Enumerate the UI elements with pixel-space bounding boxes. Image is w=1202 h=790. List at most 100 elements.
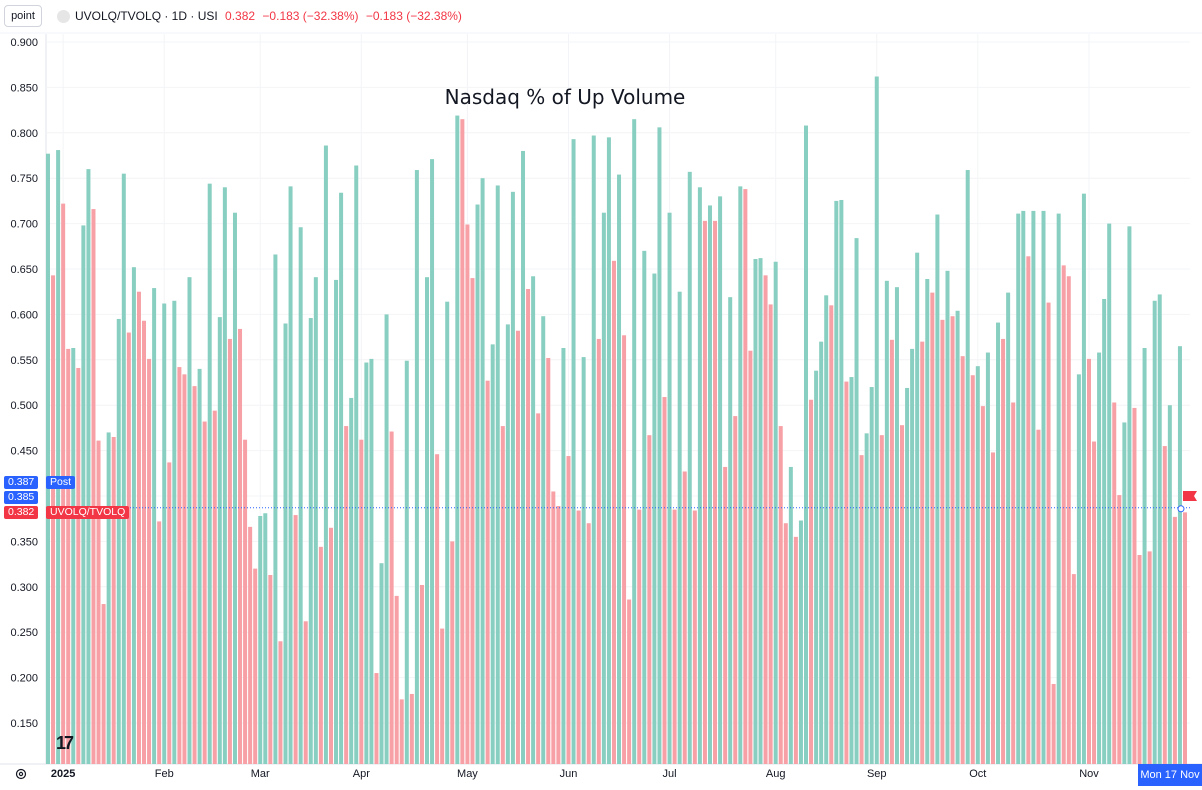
data-bar [859, 455, 864, 764]
data-bar [425, 277, 429, 764]
last-value-tag: 0.382 [4, 506, 39, 519]
settings-gear-icon[interactable] [14, 767, 28, 781]
point-button[interactable]: point [4, 5, 42, 27]
data-bar [814, 370, 819, 764]
data-bar [212, 410, 217, 764]
data-bar [293, 515, 298, 764]
x-tick-label: Jul [663, 768, 677, 780]
x-tick-label: Sep [867, 768, 887, 780]
chart-title: Nasdaq % of Up Volume [445, 85, 686, 109]
data-bar [182, 374, 187, 764]
data-bar [672, 509, 677, 764]
data-bar [1162, 446, 1167, 764]
y-tick-label: 0.850 [10, 82, 38, 94]
data-bar [308, 318, 313, 764]
y-tick-label: 0.150 [10, 718, 38, 730]
data-bar [349, 397, 354, 764]
data-bar [723, 466, 728, 764]
post-value-tag: 0.387 [4, 476, 39, 489]
data-bar [440, 628, 445, 764]
data-bar [975, 366, 980, 764]
data-bar [526, 288, 531, 764]
data-bar [409, 693, 414, 764]
data-bar [298, 227, 303, 765]
data-bar [258, 515, 263, 764]
data-bar [106, 432, 111, 764]
data-bar [116, 318, 121, 764]
data-bar [733, 416, 738, 764]
data-bar [955, 310, 960, 764]
x-tick-label: Apr [353, 768, 370, 780]
data-bar [637, 509, 642, 764]
data-bar [920, 341, 925, 764]
data-bar [945, 270, 950, 764]
symbol-logo-icon [57, 10, 70, 23]
data-bar [571, 139, 576, 764]
data-bar [996, 322, 1001, 764]
data-bar [707, 205, 712, 764]
data-bar [465, 224, 470, 764]
data-bar [334, 279, 339, 764]
data-bar [435, 454, 440, 764]
data-bar [1117, 495, 1122, 764]
data-bar [339, 192, 344, 765]
data-bar [738, 186, 743, 764]
data-bar [985, 352, 990, 764]
data-bar [586, 523, 591, 764]
data-bar [657, 127, 662, 765]
data-bar [268, 575, 273, 764]
data-bar [596, 338, 601, 764]
data-bar [925, 278, 930, 764]
data-bar [1142, 348, 1147, 764]
data-bar [980, 406, 985, 764]
data-bar [1102, 298, 1107, 764]
data-bar [515, 330, 520, 764]
data-bar [541, 316, 546, 764]
data-bar [642, 250, 647, 765]
data-bar [829, 305, 834, 764]
data-bar [894, 287, 899, 764]
data-bar [1147, 551, 1152, 764]
data-bar [697, 187, 702, 764]
data-bar [202, 421, 207, 764]
data-bar [682, 471, 687, 764]
data-bar [960, 356, 965, 764]
data-bar [278, 641, 283, 764]
symbol-label-tag: UVOLQ/TVOLQ [46, 506, 130, 519]
data-bar [344, 426, 349, 764]
data-bar [606, 137, 611, 765]
post-label-tag: Post [46, 476, 76, 489]
data-bar [990, 452, 995, 764]
alert-flag-icon [1183, 491, 1197, 501]
data-bar [121, 173, 126, 764]
data-bar [505, 324, 510, 764]
data-bar [1076, 374, 1081, 764]
data-bar [374, 673, 379, 764]
data-bar [86, 169, 91, 764]
data-bar [399, 699, 404, 764]
data-bar [869, 387, 874, 764]
data-bar [940, 319, 945, 764]
data-bar [1132, 407, 1137, 764]
data-bar [884, 280, 889, 764]
data-bar [1107, 223, 1112, 765]
data-bar [763, 275, 768, 764]
data-bar [1086, 358, 1091, 764]
data-bar [96, 440, 101, 764]
symbol-name[interactable]: UVOLQ/TVOLQ · 1D · USI [75, 9, 218, 23]
data-bar [652, 273, 657, 764]
data-bar [101, 604, 106, 764]
data-bar [192, 386, 197, 764]
data-bar [56, 150, 61, 765]
data-bar [328, 527, 333, 764]
data-bar [950, 316, 955, 764]
data-bar [591, 135, 596, 764]
data-bar [531, 276, 536, 764]
data-bar [389, 431, 394, 764]
data-bar [404, 360, 409, 764]
data-bar [798, 520, 803, 764]
data-bar [834, 200, 839, 764]
data-bar [713, 220, 718, 764]
data-bar [556, 505, 561, 764]
